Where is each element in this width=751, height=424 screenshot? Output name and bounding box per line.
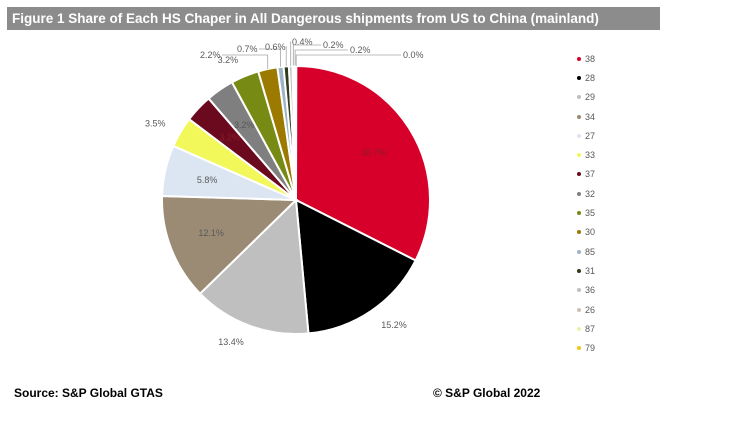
chart-title: Figure 1 Share of Each HS Chaper in All … — [7, 7, 660, 30]
data-label-29: 13.4% — [218, 337, 244, 347]
legend-item-27: 27 — [577, 126, 637, 145]
legend-label-35: 35 — [585, 208, 596, 219]
legend-swatch-33 — [577, 153, 581, 158]
leader-line-36 — [290, 41, 292, 67]
legend-item-30: 30 — [577, 223, 637, 242]
legend-item-37: 37 — [577, 165, 637, 184]
legend-swatch-27 — [577, 133, 581, 138]
legend-item-87: 87 — [577, 319, 637, 338]
data-label-36: 0.4% — [292, 37, 313, 47]
legend-label-32: 32 — [585, 188, 596, 199]
pie-slice-29 — [198, 197, 310, 335]
data-label-87: 0.2% — [350, 45, 371, 55]
leader-line-79 — [295, 54, 401, 66]
legend-swatch-36 — [577, 288, 581, 293]
legend-label-37: 37 — [585, 169, 596, 180]
legend-item-33: 33 — [577, 145, 637, 164]
legend-label-33: 33 — [585, 150, 596, 161]
data-label-34: 12.1% — [198, 228, 224, 238]
pie-slice-34 — [161, 194, 299, 296]
legend-item-36: 36 — [577, 281, 637, 300]
data-label-79: 0.0% — [403, 50, 424, 60]
legend-swatch-29 — [577, 95, 581, 100]
copyright-note: © S&P Global 2022 — [433, 386, 541, 400]
legend-swatch-87 — [577, 326, 581, 331]
source-note: Source: S&P Global GTAS — [14, 386, 163, 400]
legend-label-31: 31 — [585, 265, 596, 276]
legend-label-29: 29 — [585, 92, 596, 103]
data-label-37: 3.2% — [219, 133, 240, 143]
legend-swatch-79 — [577, 346, 581, 351]
leader-line-85 — [259, 48, 281, 67]
legend-item-29: 29 — [577, 88, 637, 107]
legend-label-38: 38 — [585, 53, 596, 64]
pie-slice-28 — [294, 198, 417, 335]
legend-item-34: 34 — [577, 107, 637, 126]
legend-label-30: 30 — [585, 227, 596, 238]
legend-item-28: 28 — [577, 68, 637, 87]
legend-label-27: 27 — [585, 130, 596, 141]
data-label-32: 3.2% — [234, 120, 255, 130]
leader-line-26 — [292, 44, 321, 66]
legend-item-79: 79 — [577, 338, 637, 357]
data-label-28: 15.2% — [381, 320, 407, 330]
data-label-31: 0.6% — [265, 42, 286, 52]
leader-line-30 — [222, 54, 269, 69]
legend-item-31: 31 — [577, 261, 637, 280]
legend-item-26: 26 — [577, 300, 637, 319]
data-label-35: 3.2% — [218, 55, 239, 65]
legend-item-85: 85 — [577, 242, 637, 261]
legend-label-36: 36 — [585, 285, 596, 296]
leader-line-31 — [285, 46, 287, 67]
legend-item-38: 38 — [577, 49, 637, 68]
legend-swatch-85 — [577, 249, 581, 254]
chart-legend: 38 28 29 34 27 33 37 32 35 30 85 31 36 26 87 79 — [577, 49, 637, 358]
legend-swatch-28 — [577, 75, 581, 80]
legend-swatch-37 — [577, 172, 581, 177]
legend-swatch-35 — [577, 211, 581, 216]
legend-swatch-32 — [577, 191, 581, 196]
legend-label-28: 28 — [585, 72, 596, 83]
data-label-26: 0.2% — [323, 40, 344, 50]
data-label-30: 2.2% — [200, 50, 221, 60]
legend-swatch-26 — [577, 307, 581, 312]
legend-swatch-30 — [577, 230, 581, 235]
legend-item-32: 32 — [577, 184, 637, 203]
pie-slice-38 — [295, 64, 431, 262]
legend-label-26: 26 — [585, 304, 596, 315]
legend-swatch-38 — [577, 56, 581, 61]
leader-line-87 — [294, 49, 348, 66]
data-label-27: 5.8% — [197, 175, 218, 185]
legend-label-87: 87 — [585, 323, 596, 334]
legend-label-34: 34 — [585, 111, 596, 122]
legend-swatch-34 — [577, 114, 581, 119]
data-label-38: 30.7% — [361, 147, 387, 157]
data-label-85: 0.7% — [237, 44, 258, 54]
legend-item-35: 35 — [577, 203, 637, 222]
legend-swatch-31 — [577, 268, 581, 273]
legend-label-85: 85 — [585, 246, 596, 257]
legend-label-79: 79 — [585, 343, 596, 354]
data-label-33: 3.5% — [145, 118, 166, 128]
